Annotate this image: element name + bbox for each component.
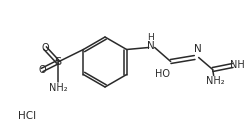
Text: O: O (41, 43, 48, 53)
Text: N: N (193, 44, 201, 53)
Text: NH₂: NH₂ (206, 75, 224, 85)
Text: HO: HO (154, 68, 170, 79)
Text: O: O (38, 65, 46, 75)
Text: NH: NH (229, 59, 244, 70)
Text: N: N (146, 40, 154, 51)
Text: HCl: HCl (18, 111, 36, 121)
Text: S: S (54, 57, 61, 67)
Text: NH₂: NH₂ (48, 83, 67, 93)
Text: H: H (147, 33, 154, 42)
